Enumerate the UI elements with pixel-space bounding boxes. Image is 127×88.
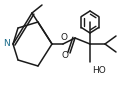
- Text: O: O: [61, 51, 68, 61]
- Text: N: N: [3, 40, 10, 48]
- Text: HO: HO: [92, 66, 106, 75]
- Text: O: O: [60, 34, 67, 43]
